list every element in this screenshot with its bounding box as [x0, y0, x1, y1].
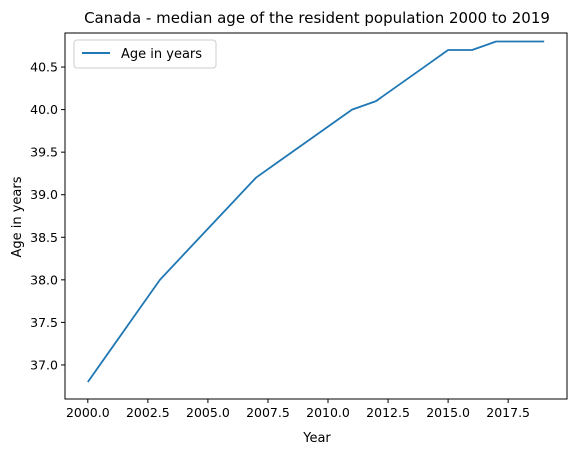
x-tick-label: 2010.0 — [306, 405, 350, 420]
y-axis-label: Age in years — [10, 176, 25, 257]
y-tick-label: 38.5 — [30, 230, 58, 245]
series-group — [87, 40, 545, 383]
x-tick-label: 2002.5 — [126, 405, 170, 420]
y-tick-label: 38.0 — [30, 272, 58, 287]
x-tick-label: 2015.0 — [426, 405, 470, 420]
y-tick-label: 40.0 — [30, 102, 58, 117]
x-tick-label: 2007.5 — [246, 405, 290, 420]
y-tick-label: 40.5 — [30, 60, 58, 75]
y-tick-label: 37.5 — [30, 315, 58, 330]
legend: Age in years — [73, 39, 217, 69]
x-tick-label: 2017.5 — [486, 405, 530, 420]
x-tick-label: 2000.0 — [66, 405, 110, 420]
plot-frame — [64, 32, 568, 400]
y-tick-label: 37.0 — [30, 357, 58, 372]
y-tick-label: 39.0 — [30, 187, 58, 202]
series-line — [87, 40, 545, 383]
legend-box — [73, 39, 217, 69]
x-tick-label: 2005.0 — [186, 405, 230, 420]
chart-title: Canada - median age of the resident popu… — [84, 9, 550, 27]
y-tick-label: 39.5 — [30, 145, 58, 160]
x-axis-label: Year — [302, 431, 331, 446]
ticks-group: 2000.0 2002.5 2005.0 2007.5 2010.0 2012.5 2015… — [30, 60, 530, 420]
x-tick-label: 2012.5 — [366, 405, 410, 420]
legend-label: Age in years — [121, 47, 202, 62]
